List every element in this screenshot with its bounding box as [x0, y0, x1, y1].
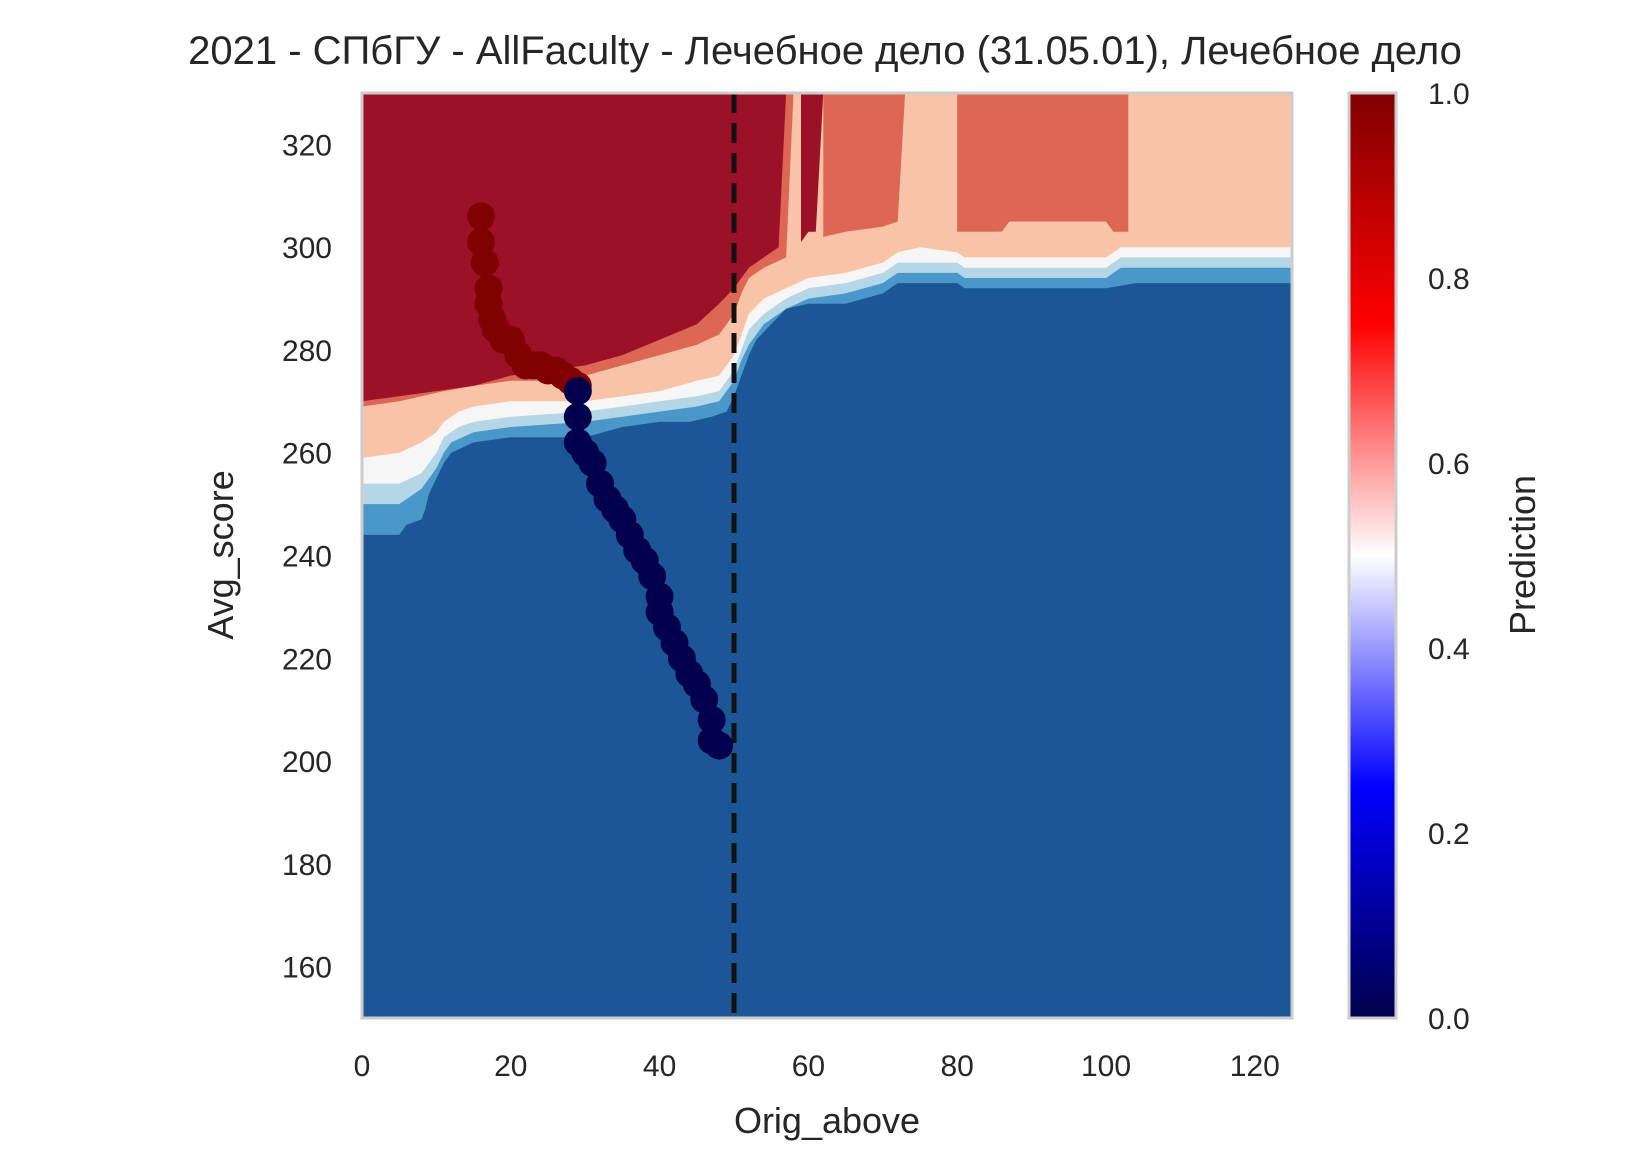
- plot-frame: [360, 91, 1294, 1020]
- colorbar-tick-label: 0.6: [1428, 448, 1470, 481]
- chart-title: 2021 - СПбГУ - AllFaculty - Лечебное дел…: [188, 29, 1462, 73]
- y-axis-label: Avg_score: [200, 470, 241, 639]
- y-tick-label: 160: [282, 952, 332, 985]
- scatter-point-series-1: [563, 402, 592, 431]
- colorbar-tick-label: 1.0: [1428, 78, 1470, 111]
- colorbar-frame: [1347, 91, 1398, 1020]
- x-tick-label: 120: [1230, 1050, 1280, 1083]
- x-tick-label: 20: [494, 1050, 527, 1083]
- x-tick-label: 100: [1081, 1050, 1131, 1083]
- x-tick-label: 0: [354, 1050, 371, 1083]
- colorbar-gradient: [1349, 93, 1396, 1018]
- colorbar-tick-label: 0.8: [1428, 263, 1470, 296]
- x-axis-ticks: 0 20 40 60 80 100 120: [354, 1050, 1280, 1083]
- y-tick-label: 200: [282, 746, 332, 779]
- x-axis-label: Orig_above: [734, 1100, 920, 1141]
- y-tick-label: 260: [282, 438, 332, 471]
- y-tick-label: 280: [282, 335, 332, 368]
- scatter-points: [467, 202, 734, 760]
- y-tick-label: 180: [282, 849, 332, 882]
- y-tick-label: 300: [282, 232, 332, 265]
- contour-band: [957, 93, 1129, 232]
- colorbar-tick-label: 0.4: [1428, 633, 1470, 666]
- colorbar: 0.0 0.2 0.4 0.6 0.8 1.0 Prediction: [1347, 78, 1543, 1036]
- x-tick-label: 40: [643, 1050, 676, 1083]
- contour-band: [823, 93, 906, 237]
- y-tick-label: 240: [282, 541, 332, 574]
- colorbar-tick-label: 0.0: [1428, 1003, 1470, 1036]
- plot-area: [360, 91, 1294, 1020]
- colorbar-tick-label: 0.2: [1428, 818, 1470, 851]
- scatter-point-series-1: [563, 377, 592, 406]
- x-tick-label: 60: [792, 1050, 825, 1083]
- scatter-point-series-0: [467, 202, 495, 231]
- y-tick-label: 320: [282, 129, 332, 162]
- y-axis-ticks: 160 180 200 220 240 260 280 300 320: [282, 129, 332, 984]
- contour-band: [801, 93, 824, 242]
- colorbar-ticks: 0.0 0.2 0.4 0.6 0.8 1.0: [1428, 78, 1470, 1036]
- contour-bands: [362, 93, 1292, 1018]
- colorbar-label: Prediction: [1502, 475, 1543, 635]
- scatter-point-series-1: [705, 731, 734, 760]
- y-tick-label: 220: [282, 643, 332, 676]
- scatter-point-series-1: [697, 705, 726, 734]
- scatter-point-series-0: [470, 248, 499, 277]
- x-tick-label: 80: [941, 1050, 974, 1083]
